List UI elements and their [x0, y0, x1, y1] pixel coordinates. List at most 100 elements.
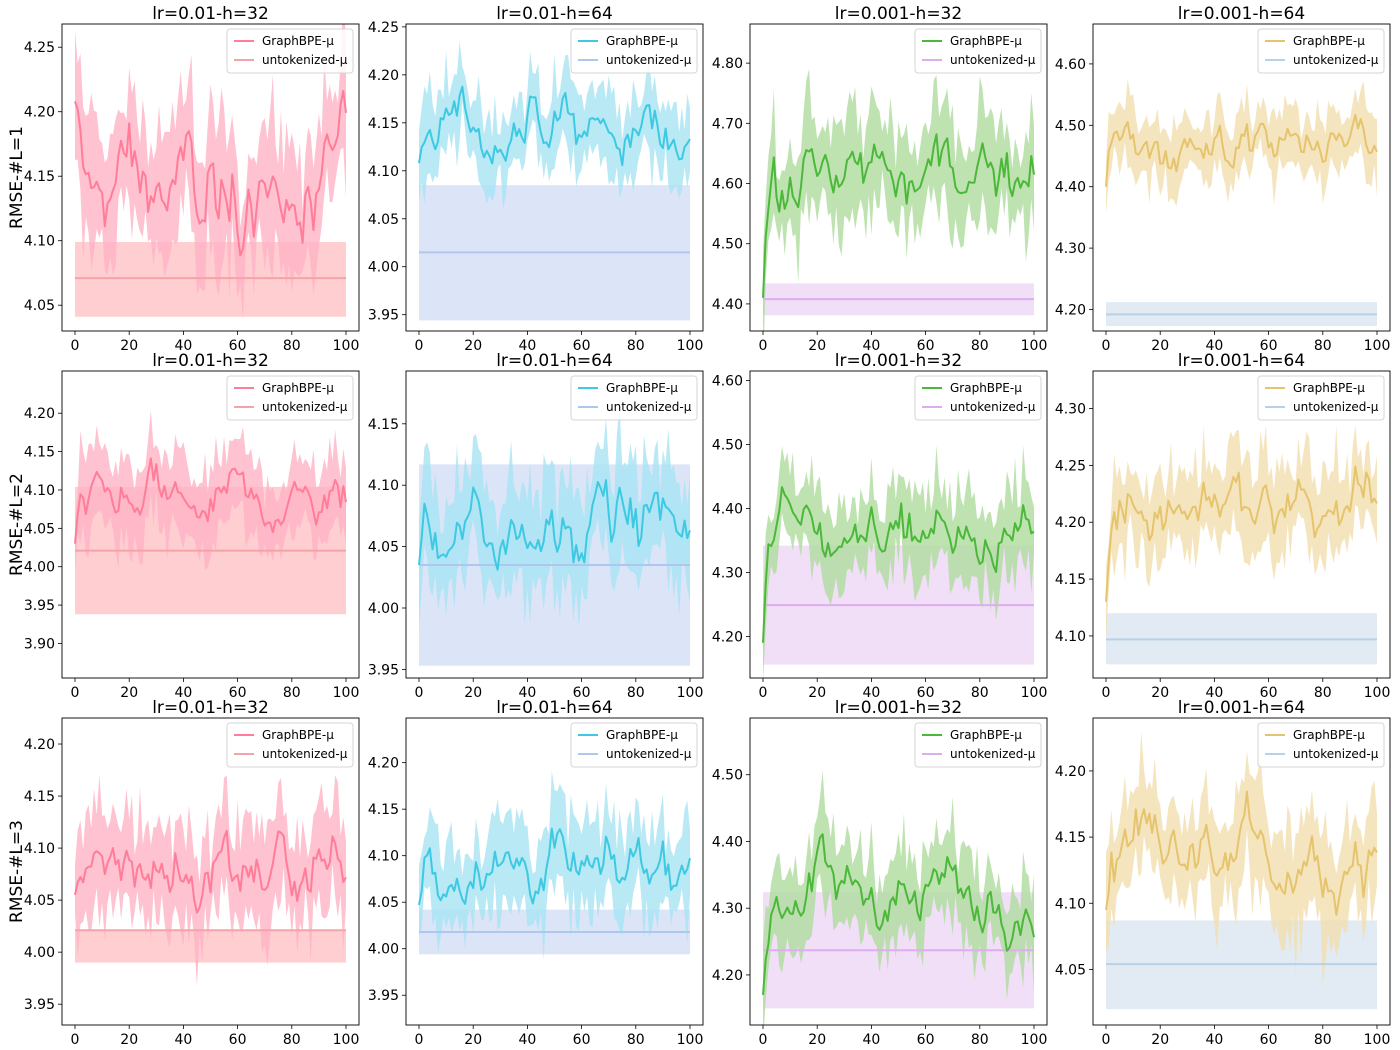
- x-tick-label: 80: [283, 338, 301, 354]
- axes-frame: [405, 717, 704, 1026]
- y-tick-label: 4.10: [368, 164, 399, 180]
- x-tick-label: 100: [333, 1032, 360, 1048]
- y-tick-label: 3.95: [24, 997, 55, 1013]
- graphbpe-line: [762, 833, 1035, 996]
- y-tick-label: 4.25: [1055, 458, 1086, 474]
- axes-frame: [405, 370, 704, 679]
- y-tick-label: 3.95: [368, 988, 399, 1004]
- x-tick-label: 60: [917, 338, 935, 354]
- graphbpe-line: [74, 89, 347, 257]
- x-tick-label: 100: [677, 685, 704, 701]
- x-tick-label: 80: [971, 685, 989, 701]
- subplot-title: lr=0.001-h=64: [1178, 351, 1305, 371]
- axes-frame: [405, 23, 704, 332]
- x-tick-label: 60: [573, 685, 591, 701]
- y-tick-label: 4.00: [368, 942, 399, 958]
- subplot-title: lr=0.01-h=32: [152, 4, 269, 24]
- plot-area: [762, 69, 1035, 331]
- legend-label: untokenized-μ: [262, 53, 348, 67]
- legend-box: [914, 375, 1042, 421]
- axes-frame: [1092, 717, 1391, 1026]
- x-tick-label: 100: [333, 685, 360, 701]
- x-tick-label: 80: [627, 685, 645, 701]
- legend: GraphBPE-μ untokenized-μ: [226, 375, 354, 421]
- y-tick-label: 3.95: [24, 598, 55, 614]
- y-tick-label: 4.40: [712, 297, 743, 313]
- x-tick-label: 20: [808, 338, 826, 354]
- x-tick-label: 100: [677, 338, 704, 354]
- row-ylabel: RMSE-#L=3: [7, 820, 27, 923]
- y-tick-label: 4.00: [24, 945, 55, 961]
- legend-box: [1257, 28, 1385, 74]
- x-tick-label: 40: [518, 338, 536, 354]
- y-tick-label: 4.10: [1055, 896, 1086, 912]
- subplot-1-3: 0 20 40 60 80 100 4.40 4.50 4.60 4.70 4.80 lr=0.001…: [712, 4, 1048, 354]
- untokenized-band: [75, 930, 346, 963]
- y-tick-label: 4.30: [1055, 241, 1086, 257]
- y-tick-label: 4.80: [712, 56, 743, 72]
- x-tick-label: 40: [174, 338, 192, 354]
- x-tick-label: 80: [1314, 685, 1332, 701]
- legend-box: [226, 722, 354, 768]
- graphbpe-band: [75, 410, 346, 571]
- y-tick-label: 4.25: [24, 40, 55, 56]
- y-tick-label: 4.40: [1055, 180, 1086, 196]
- legend-label: GraphBPE-μ: [262, 34, 334, 48]
- legend-box: [1257, 375, 1385, 421]
- y-tick-label: 4.40: [712, 502, 743, 518]
- y-tick-label: 4.30: [712, 901, 743, 917]
- legend: GraphBPE-μ untokenized-μ: [1257, 28, 1385, 74]
- y-tick-label: 4.20: [712, 968, 743, 984]
- plot-area: [1105, 78, 1378, 327]
- x-tick-label: 0: [1102, 338, 1111, 354]
- y-tick-label: 4.25: [368, 20, 399, 36]
- row-ylabel: RMSE-#L=2: [7, 473, 27, 576]
- x-tick-label: 60: [573, 1032, 591, 1048]
- graphbpe-band: [75, 774, 346, 987]
- x-tick-label: 40: [862, 1032, 880, 1048]
- legend-label: untokenized-μ: [606, 747, 692, 761]
- subplot-3-2: 0 20 40 60 80 100 3.95 4.00 4.05 4.10 4.15 4.20 lr=0…: [368, 698, 704, 1048]
- y-tick-label: 4.05: [368, 895, 399, 911]
- plot-area: [1105, 731, 1378, 1010]
- x-tick-label: 60: [229, 685, 247, 701]
- graphbpe-band: [419, 770, 690, 960]
- y-tick-label: 4.20: [712, 629, 743, 645]
- plot-area: [418, 41, 691, 321]
- x-tick-label: 80: [283, 685, 301, 701]
- y-tick-label: 4.15: [24, 789, 55, 805]
- y-tick-label: 4.40: [712, 834, 743, 850]
- y-tick-label: 4.60: [1055, 57, 1086, 73]
- x-tick-label: 40: [862, 338, 880, 354]
- graphbpe-band: [763, 445, 1034, 678]
- x-tick-label: 40: [862, 685, 880, 701]
- x-tick-label: 40: [174, 685, 192, 701]
- y-tick-label: 4.05: [24, 521, 55, 537]
- x-tick-label: 60: [1260, 1032, 1278, 1048]
- graphbpe-band: [1106, 78, 1377, 214]
- plot-area: [762, 445, 1035, 678]
- plot-area: [74, 410, 347, 615]
- y-tick-label: 4.10: [24, 483, 55, 499]
- y-tick-label: 4.20: [24, 737, 55, 753]
- legend: GraphBPE-μ untokenized-μ: [1257, 722, 1385, 768]
- x-tick-label: 80: [627, 338, 645, 354]
- y-tick-label: 4.10: [368, 478, 399, 494]
- subplot-2-4: 0 20 40 60 80 100 4.10 4.15 4.20 4.25 4.30 lr=0.001…: [1055, 351, 1391, 701]
- y-tick-label: 4.15: [1055, 572, 1086, 588]
- legend-box: [570, 722, 698, 768]
- x-tick-label: 40: [518, 1032, 536, 1048]
- legend-label: untokenized-μ: [950, 747, 1036, 761]
- legend-label: GraphBPE-μ: [950, 34, 1022, 48]
- x-tick-label: 0: [415, 338, 424, 354]
- legend: GraphBPE-μ untokenized-μ: [226, 722, 354, 768]
- graphbpe-line: [762, 486, 1035, 643]
- legend-label: untokenized-μ: [950, 53, 1036, 67]
- y-tick-label: 4.20: [1055, 764, 1086, 780]
- graphbpe-line: [418, 479, 691, 571]
- legend-label: GraphBPE-μ: [1293, 34, 1365, 48]
- x-tick-label: 100: [677, 1032, 704, 1048]
- y-tick-label: 4.20: [24, 406, 55, 422]
- x-tick-label: 100: [1364, 1032, 1391, 1048]
